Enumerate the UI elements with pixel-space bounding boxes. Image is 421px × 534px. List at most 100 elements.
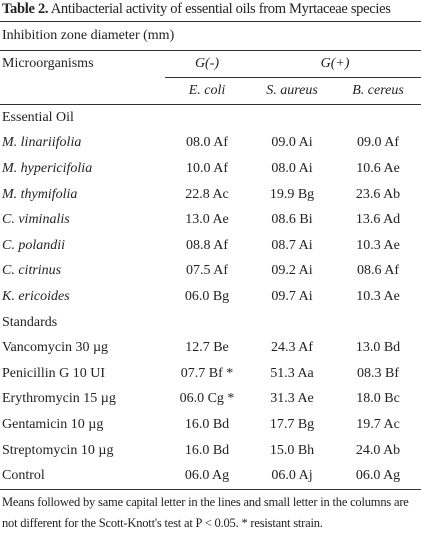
row-label: C. viminalis bbox=[0, 207, 165, 233]
cell: 07.5 Af bbox=[165, 259, 249, 285]
cell: 06.0 Aj bbox=[249, 463, 335, 490]
name: Gentamicin 10 µg bbox=[2, 416, 104, 432]
cell: 10.3 Ae bbox=[335, 233, 421, 259]
cell: 06.0 Bg bbox=[165, 284, 249, 310]
row-label: Vancomycin 30 µg bbox=[0, 335, 165, 361]
value: 15.0 Bh bbox=[269, 442, 315, 458]
value: 06.0 Bg bbox=[184, 288, 230, 304]
cell: 19.7 Ac bbox=[335, 412, 421, 438]
value: 22.8 Ac bbox=[185, 186, 229, 202]
cell: 08.8 Af bbox=[165, 233, 249, 259]
cell: 08.0 Af bbox=[165, 131, 249, 157]
name: C. polandii bbox=[2, 237, 66, 253]
section-name: Standards bbox=[2, 314, 58, 330]
value: 06.0 Ag bbox=[184, 468, 230, 484]
value: 07.5 Af bbox=[186, 263, 228, 279]
value: 19.7 Ac bbox=[356, 416, 400, 432]
value: 08.0 Ai bbox=[271, 160, 313, 176]
data-row: M. thymifolia 22.8 Ac 19.9 Bg 23.6 Ab bbox=[0, 182, 421, 208]
row-label: Erythromycin 15 µg bbox=[0, 387, 165, 413]
cell: 06.0 Ag bbox=[165, 463, 249, 490]
value: 13.6 Ad bbox=[355, 212, 401, 228]
name: C. viminalis bbox=[2, 212, 70, 228]
value: 06.0 Aj bbox=[271, 468, 313, 484]
value: 17.7 Bg bbox=[269, 416, 315, 432]
row-label: Gentamicin 10 µg bbox=[0, 412, 165, 438]
data-row: C. polandii 08.8 Af 08.7 Ai 10.3 Ae bbox=[0, 233, 421, 259]
data-row: Penicillin G 10 UI 07.7 Bf * 51.3 Aa 08.3 B… bbox=[0, 361, 421, 387]
cell: 13.6 Ad bbox=[335, 207, 421, 233]
cell: 51.3 Aa bbox=[249, 361, 335, 387]
value: 23.6 Ab bbox=[355, 186, 401, 202]
value: 31.3 Ae bbox=[270, 391, 314, 407]
name: M. linariifolia bbox=[2, 135, 82, 151]
cell: 16.0 Bd bbox=[165, 412, 249, 438]
name: Erythromycin 15 µg bbox=[2, 391, 116, 407]
cell: 15.0 Bh bbox=[249, 438, 335, 464]
section-row: Standards bbox=[0, 310, 421, 336]
value: 24.0 Ab bbox=[355, 442, 401, 458]
table-body: Essential Oil M. linariifolia 08.0 Af 09.0 … bbox=[0, 105, 421, 490]
value: 08.6 Af bbox=[357, 263, 400, 279]
value: 08.6 Bi bbox=[271, 212, 313, 228]
row-label: K. ericoides bbox=[0, 284, 165, 310]
cell: 08.6 Af bbox=[335, 259, 421, 285]
cell: 13.0 Ae bbox=[165, 207, 249, 233]
cell: 18.0 Bc bbox=[335, 387, 421, 413]
data-row: K. ericoides 06.0 Bg 09.7 Ai 10.3 Ae bbox=[0, 284, 421, 310]
value: 08.0 Af bbox=[186, 135, 228, 151]
row-label: M. hypericifolia bbox=[0, 156, 165, 182]
species: B. cereus bbox=[352, 83, 404, 98]
cell: 07.7 Bf * bbox=[165, 361, 249, 387]
cell: 10.3 Ae bbox=[335, 284, 421, 310]
cell: 10.6 Ae bbox=[335, 156, 421, 182]
cell: 08.3 Bf bbox=[335, 361, 421, 387]
value: 09.0 Af bbox=[357, 135, 400, 151]
row-label: Streptomycin 10 µg bbox=[0, 438, 165, 464]
value: 16.0 Bd bbox=[184, 416, 230, 432]
cell: 31.3 Ae bbox=[249, 387, 335, 413]
species-header: E. coli bbox=[165, 77, 249, 105]
table: Inhibition zone diameter (mm) Microorgan… bbox=[0, 22, 421, 490]
name: M. hypericifolia bbox=[2, 160, 93, 176]
value: 08.7 Ai bbox=[271, 237, 313, 253]
cell: 24.0 Ab bbox=[335, 438, 421, 464]
value: 10.6 Ae bbox=[356, 160, 400, 176]
title-text: Antibacterial activity of essential oils… bbox=[50, 1, 391, 17]
species: E. coli bbox=[188, 83, 226, 98]
table-label: Table 2. bbox=[2, 1, 49, 17]
cell: 16.0 Bd bbox=[165, 438, 249, 464]
value: 10.3 Ae bbox=[356, 237, 400, 253]
data-row: C. viminalis 13.0 Ae 08.6 Bi 13.6 Ad bbox=[0, 207, 421, 233]
cell: 09.7 Ai bbox=[249, 284, 335, 310]
value: 18.0 Bc bbox=[356, 391, 400, 407]
value: 08.3 Bf bbox=[357, 365, 400, 381]
cell: 13.0 Bd bbox=[335, 335, 421, 361]
data-row: Streptomycin 10 µg 16.0 Bd 15.0 Bh 24.0 Ab bbox=[0, 438, 421, 464]
name: Vancomycin 30 µg bbox=[2, 340, 109, 356]
cell: 06.0 Cg * bbox=[165, 387, 249, 413]
group-label: G(+) bbox=[320, 56, 350, 71]
species-header: S. aureus bbox=[249, 77, 335, 105]
value: 16.0 Bd bbox=[184, 442, 230, 458]
row-label: Penicillin G 10 UI bbox=[0, 361, 165, 387]
table-title: Table 2. Antibacterial activity of essen… bbox=[0, 0, 421, 22]
data-row: M. linariifolia 08.0 Af 09.0 Ai 09.0 Af bbox=[0, 131, 421, 157]
value: 09.0 Ai bbox=[271, 135, 313, 151]
cell: 24.3 Af bbox=[249, 335, 335, 361]
cell: 17.7 Bg bbox=[249, 412, 335, 438]
value: 09.7 Ai bbox=[271, 288, 313, 304]
name: Streptomycin 10 µg bbox=[2, 442, 114, 458]
value: 10.0 Af bbox=[186, 160, 228, 176]
value: 10.3 Ae bbox=[356, 288, 400, 304]
section-name: Essential Oil bbox=[2, 109, 74, 125]
data-row: Vancomycin 30 µg 12.7 Be 24.3 Af 13.0 Bd bbox=[0, 335, 421, 361]
cell: 09.0 Af bbox=[335, 131, 421, 157]
subtitle: Inhibition zone diameter (mm) bbox=[0, 22, 421, 51]
cell: 22.8 Ac bbox=[165, 182, 249, 208]
value: 13.0 Ae bbox=[185, 212, 229, 228]
value: 12.7 Be bbox=[185, 340, 229, 356]
cell: 10.0 Af bbox=[165, 156, 249, 182]
group-header: G(-) bbox=[165, 50, 249, 78]
